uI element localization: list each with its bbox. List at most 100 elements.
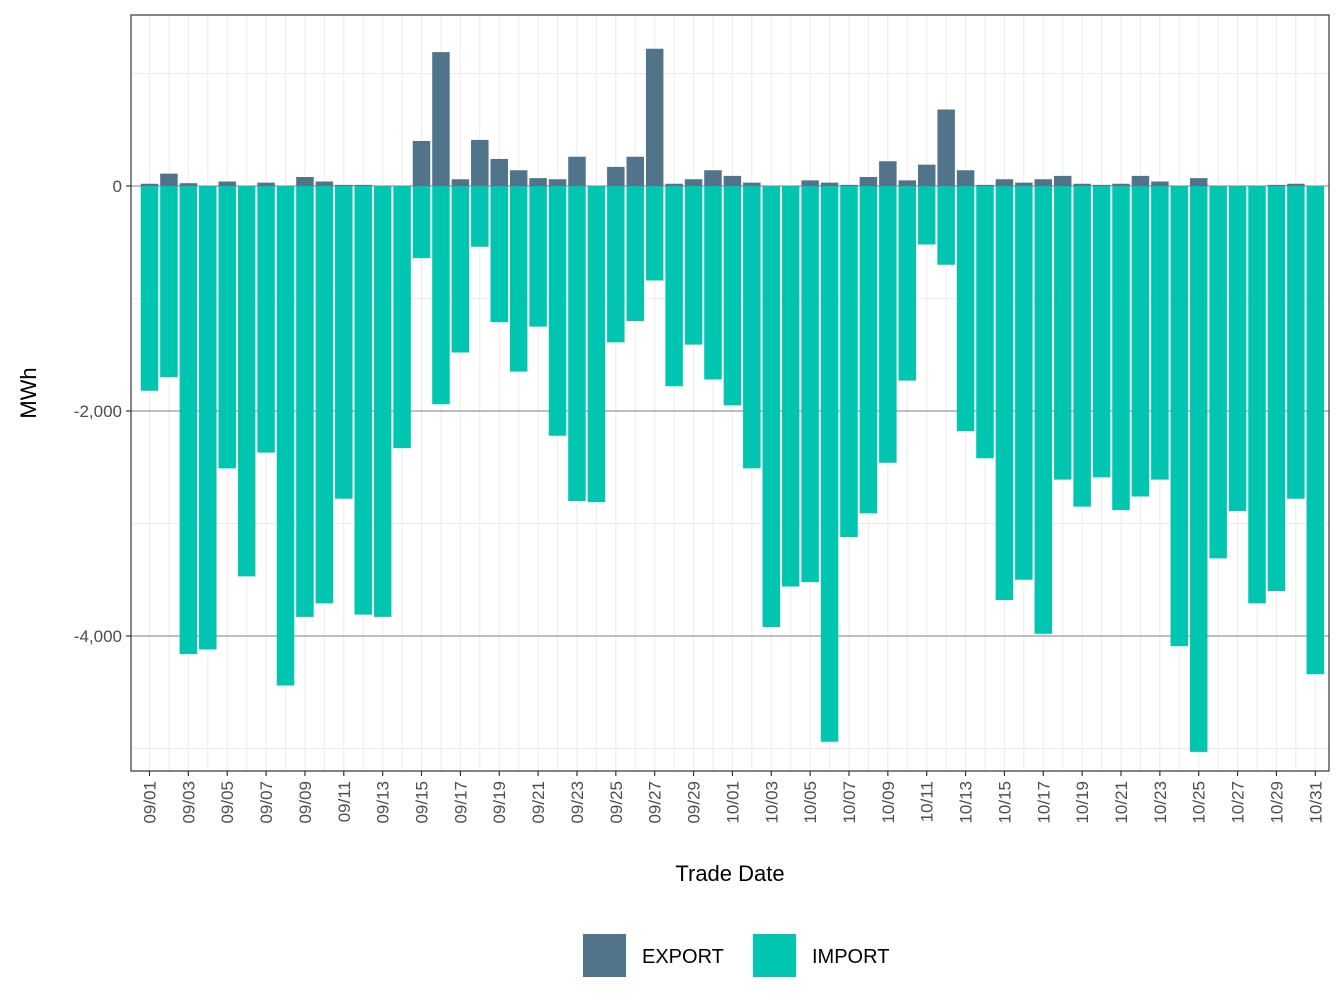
bar-import [373, 186, 392, 617]
bar-export [1034, 179, 1053, 186]
bar-export [471, 139, 489, 186]
bar-import [976, 186, 994, 459]
bar-export [976, 184, 994, 186]
y-tick-label: 0 [113, 177, 122, 196]
bar-export [160, 173, 178, 186]
x-tick-label: 10/27 [1229, 781, 1248, 824]
y-tick-label: -4,000 [74, 627, 122, 646]
bar-import [140, 186, 159, 391]
bar-import [781, 186, 800, 587]
x-tick-label: 09/11 [335, 781, 354, 822]
bar-import [257, 186, 275, 453]
bar-import [451, 186, 470, 353]
bar-export [917, 164, 936, 186]
legend-swatch-import [753, 934, 796, 977]
bar-export [354, 184, 372, 186]
legend-label-export: EXPORT [642, 946, 724, 968]
bar-export [296, 177, 314, 186]
bar-import [1015, 186, 1033, 580]
bar-import [1131, 186, 1150, 497]
bar-import [917, 186, 936, 245]
x-tick-label: 10/01 [723, 781, 742, 824]
x-tick-label: 09/17 [451, 781, 470, 824]
bar-export [937, 109, 955, 186]
bar-import [179, 186, 198, 654]
bar-export [879, 161, 897, 186]
bar-export [509, 170, 528, 186]
bar-import [296, 186, 314, 617]
x-tick-label: 09/15 [413, 781, 432, 824]
bar-import [879, 186, 897, 463]
bar-import [335, 186, 353, 499]
bar-export [179, 183, 198, 186]
bar-export [898, 180, 917, 186]
bar-import [1073, 186, 1091, 507]
bar-export [1267, 184, 1286, 186]
x-tick-label: 09/07 [257, 781, 276, 824]
bar-export [820, 182, 839, 186]
x-tick-label: 10/23 [1151, 781, 1170, 824]
x-tick-label: 10/31 [1306, 781, 1325, 824]
panel-layer [130, 14, 1330, 772]
bar-import [956, 186, 975, 432]
bar-layer [140, 48, 1325, 752]
bar-export [1073, 183, 1091, 186]
x-tick-label: 10/21 [1112, 781, 1131, 824]
bar-import [801, 186, 819, 582]
bar-import [412, 186, 431, 258]
bar-import [237, 186, 256, 577]
bar-import [1034, 186, 1053, 634]
y-tick-label: -2,000 [74, 402, 122, 421]
x-tick-label: 10/11 [918, 781, 937, 822]
bar-import [1092, 186, 1111, 478]
y-axis-title: MWh [16, 367, 41, 418]
bar-import [995, 186, 1014, 600]
x-tick-label: 10/03 [762, 781, 781, 824]
bar-export [1131, 175, 1150, 186]
bar-export [1092, 184, 1111, 186]
bar-import [626, 186, 644, 321]
x-tick-label: 09/05 [218, 781, 237, 824]
x-tick-label: 09/01 [141, 781, 160, 824]
bar-export [743, 182, 761, 186]
bar-export [1189, 178, 1208, 186]
panel-border [130, 14, 1330, 772]
axis-layer: 0 -2,000 -4,000 09/01 09/03 09/05 09/07 09/09 09… [74, 177, 1326, 824]
bar-export [1053, 175, 1072, 186]
legend-label-import: IMPORT [812, 946, 889, 968]
x-tick-label: 09/25 [607, 781, 626, 824]
x-axis-title: Trade Date [675, 861, 784, 886]
bar-import [840, 186, 858, 537]
bar-import [1053, 186, 1072, 480]
bar-import [1248, 186, 1266, 604]
bar-import [568, 186, 586, 501]
bar-import [898, 186, 917, 381]
bar-export [801, 180, 819, 186]
bar-export [723, 175, 742, 186]
x-tick-label: 10/13 [957, 781, 976, 824]
bar-export [451, 179, 470, 186]
x-tick-label: 10/05 [801, 781, 820, 824]
bar-export [1151, 181, 1169, 186]
bar-export [704, 170, 722, 186]
bar-import [1228, 186, 1247, 512]
bar-import [665, 186, 683, 387]
bar-import [1306, 186, 1325, 675]
bar-export [412, 141, 431, 186]
bar-export [840, 184, 858, 186]
bar-import [1267, 186, 1286, 591]
bar-import [607, 186, 625, 343]
bar-export [859, 177, 878, 186]
bar-export [315, 181, 334, 186]
bar-import [548, 186, 567, 436]
bar-import [1151, 186, 1169, 480]
bar-import [684, 186, 703, 345]
bar-export [607, 166, 625, 186]
bar-import [1287, 186, 1305, 499]
bar-import [704, 186, 722, 380]
bar-export [568, 156, 586, 186]
bar-import [1189, 186, 1208, 752]
bar-export [1015, 182, 1033, 186]
bar-export [218, 181, 236, 186]
